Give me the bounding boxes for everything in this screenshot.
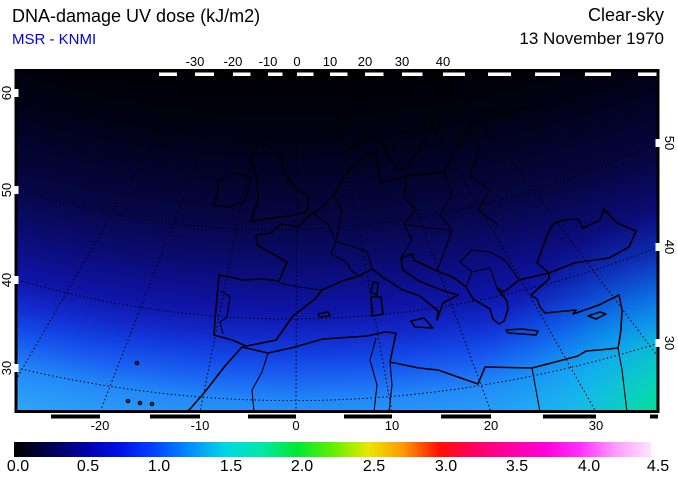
colorbar-label: 4.0: [577, 458, 601, 475]
bottom-axis-label: 10: [384, 418, 400, 433]
colorbar-label: 4.5: [646, 458, 670, 475]
colorbar-label: 1.5: [219, 458, 243, 475]
top-axis-label: 0: [293, 54, 301, 69]
right-axis-label: 40: [662, 239, 677, 255]
colorbar: [14, 442, 651, 457]
right-axis-label: 30: [662, 335, 677, 351]
colorbar-label: 3.5: [505, 458, 529, 475]
bottom-zebra-ticks: [51, 414, 658, 419]
colorbar-label: 0.5: [76, 458, 100, 475]
page-title: DNA-damage UV dose (kJ/m2): [12, 6, 261, 26]
left-axis-label: 60: [0, 85, 14, 101]
left-axis-label: 50: [0, 182, 14, 198]
top-axis-label: 30: [394, 54, 410, 69]
map-frame: [14, 69, 660, 413]
top-axis-label: -10: [258, 54, 278, 69]
side-tick-notches: [14, 89, 660, 372]
uv-dose-field-southeast-max: [17, 71, 657, 412]
top-axis-label: -20: [223, 54, 243, 69]
colorbar-label: 2.5: [362, 458, 386, 475]
colorbar-label: 3.0: [434, 458, 458, 475]
top-axis-label: 10: [322, 54, 338, 69]
bottom-axis-label: -20: [90, 418, 110, 433]
colorbar-label: 0.0: [6, 458, 30, 475]
bottom-axis-label: 0: [292, 418, 300, 433]
graticule: [17, 71, 657, 412]
date-label: 13 November 1970: [519, 29, 664, 48]
bottom-axis-label: -10: [190, 418, 210, 433]
top-axis-label: 40: [435, 54, 451, 69]
bottom-axis-label: 20: [483, 418, 499, 433]
country-borders: [219, 125, 628, 412]
left-axis-label: 30: [0, 360, 14, 376]
right-axis-label: 50: [662, 135, 677, 151]
colorbar-label: 1.0: [147, 458, 171, 475]
source-label: MSR - KNMI: [12, 31, 97, 48]
top-axis-label: -30: [185, 54, 205, 69]
bottom-axis-label: 30: [588, 418, 604, 433]
top-axis-label: 20: [357, 54, 373, 69]
condition-label: Clear-sky: [587, 5, 664, 25]
left-axis-label: 40: [0, 272, 14, 288]
colorbar-label: 2.0: [290, 458, 314, 475]
top-zebra-ticks: [159, 72, 657, 76]
